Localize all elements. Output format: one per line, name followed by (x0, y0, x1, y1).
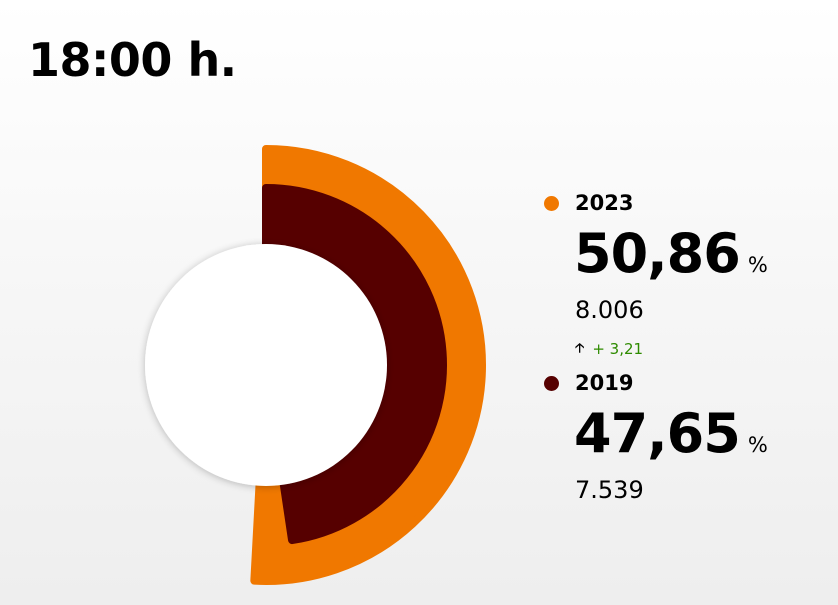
legend-entry-2023: 2023 50,86 % 8.006 🡡 + 3,21 (544, 188, 834, 368)
time-title: 18:00 h. (28, 33, 237, 87)
legend-year-2019: 2019 (575, 371, 634, 395)
change-value: + 3,21 (592, 340, 644, 358)
percent-2019: 47,65 (574, 402, 741, 465)
chart-center-hole (145, 244, 387, 486)
change-indicator: 🡡 + 3,21 (575, 330, 834, 368)
percent-unit-2023: % (747, 253, 768, 277)
chart-legend: 2023 50,86 % 8.006 🡡 + 3,21 2019 47,65 %… (544, 188, 834, 510)
legend-year-2023: 2023 (575, 191, 634, 215)
legend-dot-2023 (544, 195, 559, 211)
percent-2023: 50,86 (574, 222, 741, 285)
votes-2019: 7.539 (575, 476, 644, 504)
legend-entry-2019: 2019 47,65 % 7.539 (544, 368, 834, 510)
arrow-up-icon: 🡡 (575, 341, 585, 356)
legend-dot-2019 (544, 375, 559, 391)
percent-unit-2019: % (747, 433, 768, 457)
votes-2023: 8.006 (575, 296, 644, 324)
